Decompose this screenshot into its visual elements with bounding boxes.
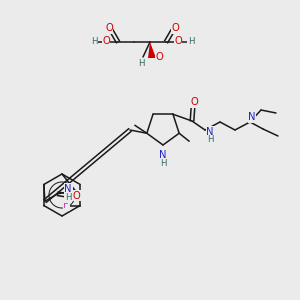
Text: H: H xyxy=(160,158,166,167)
Text: O: O xyxy=(174,36,182,46)
Text: H: H xyxy=(188,38,194,46)
Text: N: N xyxy=(206,127,214,137)
Text: O: O xyxy=(155,52,163,62)
Text: N: N xyxy=(64,184,72,194)
Text: O: O xyxy=(102,36,110,46)
Polygon shape xyxy=(148,42,156,58)
Text: H: H xyxy=(91,38,97,46)
Text: H: H xyxy=(65,193,71,202)
Text: N: N xyxy=(248,112,256,122)
Text: H: H xyxy=(207,136,213,145)
Text: O: O xyxy=(190,97,198,107)
Text: O: O xyxy=(105,23,113,33)
Text: N: N xyxy=(159,150,167,160)
Text: F: F xyxy=(63,200,69,211)
Text: O: O xyxy=(73,191,81,201)
Text: H: H xyxy=(138,59,144,68)
Text: O: O xyxy=(171,23,179,33)
